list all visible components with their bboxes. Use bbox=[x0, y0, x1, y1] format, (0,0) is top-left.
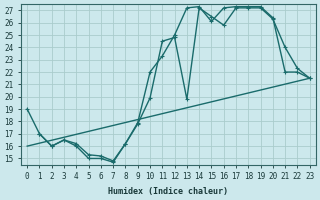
X-axis label: Humidex (Indice chaleur): Humidex (Indice chaleur) bbox=[108, 187, 228, 196]
